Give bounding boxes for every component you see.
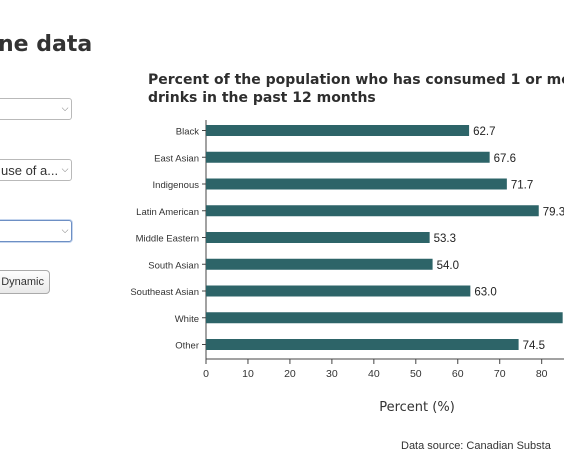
bar-value-label: 67.6 <box>494 153 516 165</box>
chevron-down-icon: ⌵ <box>61 226 69 236</box>
x-tick-label: 10 <box>242 368 254 380</box>
chart-title-line-1: Percent of the population who has consum… <box>148 72 564 88</box>
bar <box>206 258 433 270</box>
bar-value-label: 53.3 <box>434 233 456 245</box>
x-tick-label: 30 <box>326 368 338 380</box>
x-tick-label: 0 <box>203 368 209 380</box>
x-tick-label: 20 <box>284 368 296 380</box>
x-axis-title: Percent (%) <box>379 400 455 415</box>
bar-value-label: 79.3 <box>543 206 564 218</box>
bar <box>206 285 471 297</box>
bar <box>206 205 539 217</box>
bar-value-label: 63.0 <box>474 287 496 299</box>
y-tick-label: Southeast Asian <box>130 287 199 298</box>
page-heading: ne data <box>0 32 93 57</box>
bar <box>206 178 507 190</box>
bar-value-label: 54.0 <box>437 260 459 272</box>
y-tick-label: Black <box>176 127 199 138</box>
y-tick-label: South Asian <box>148 260 199 271</box>
filter-select-1[interactable]: ⌵ <box>0 98 72 120</box>
bar <box>206 312 563 324</box>
x-tick-label: 60 <box>452 368 464 380</box>
x-tick-label: 40 <box>368 368 380 380</box>
filter-select-3[interactable]: ⌵ <box>0 220 72 242</box>
bar-value-label: 71.7 <box>511 180 533 192</box>
chevron-down-icon: ⌵ <box>61 165 69 175</box>
dynamic-button[interactable]: Dynamic <box>0 270 50 294</box>
bar-value-label: 74.5 <box>523 340 545 352</box>
y-tick-label: Indigenous <box>153 180 200 191</box>
bar <box>206 232 430 243</box>
x-tick-label: 50 <box>410 368 422 380</box>
chart-title: Percent of the population who has consum… <box>148 71 564 107</box>
y-tick-label: Other <box>175 341 199 352</box>
y-tick-label: Middle Eastern <box>136 234 199 245</box>
y-tick-label: White <box>175 314 199 325</box>
bar <box>206 151 490 163</box>
y-tick-label: East Asian <box>154 153 199 164</box>
x-tick-label: 80 <box>536 368 548 380</box>
chart-title-line-2: drinks in the past 12 months <box>148 90 376 106</box>
chevron-down-icon: ⌵ <box>61 104 69 114</box>
bar <box>206 339 519 350</box>
y-tick-label: Latin American <box>136 207 199 218</box>
filter-select-2-value: use of a... <box>1 162 59 178</box>
filter-select-2[interactable]: use of a... ⌵ <box>0 159 72 181</box>
data-source-note: Data source: Canadian Substa <box>401 440 551 452</box>
bar-value-label: 62.7 <box>473 126 495 138</box>
x-tick-label: 70 <box>494 368 506 380</box>
bar <box>206 125 470 136</box>
